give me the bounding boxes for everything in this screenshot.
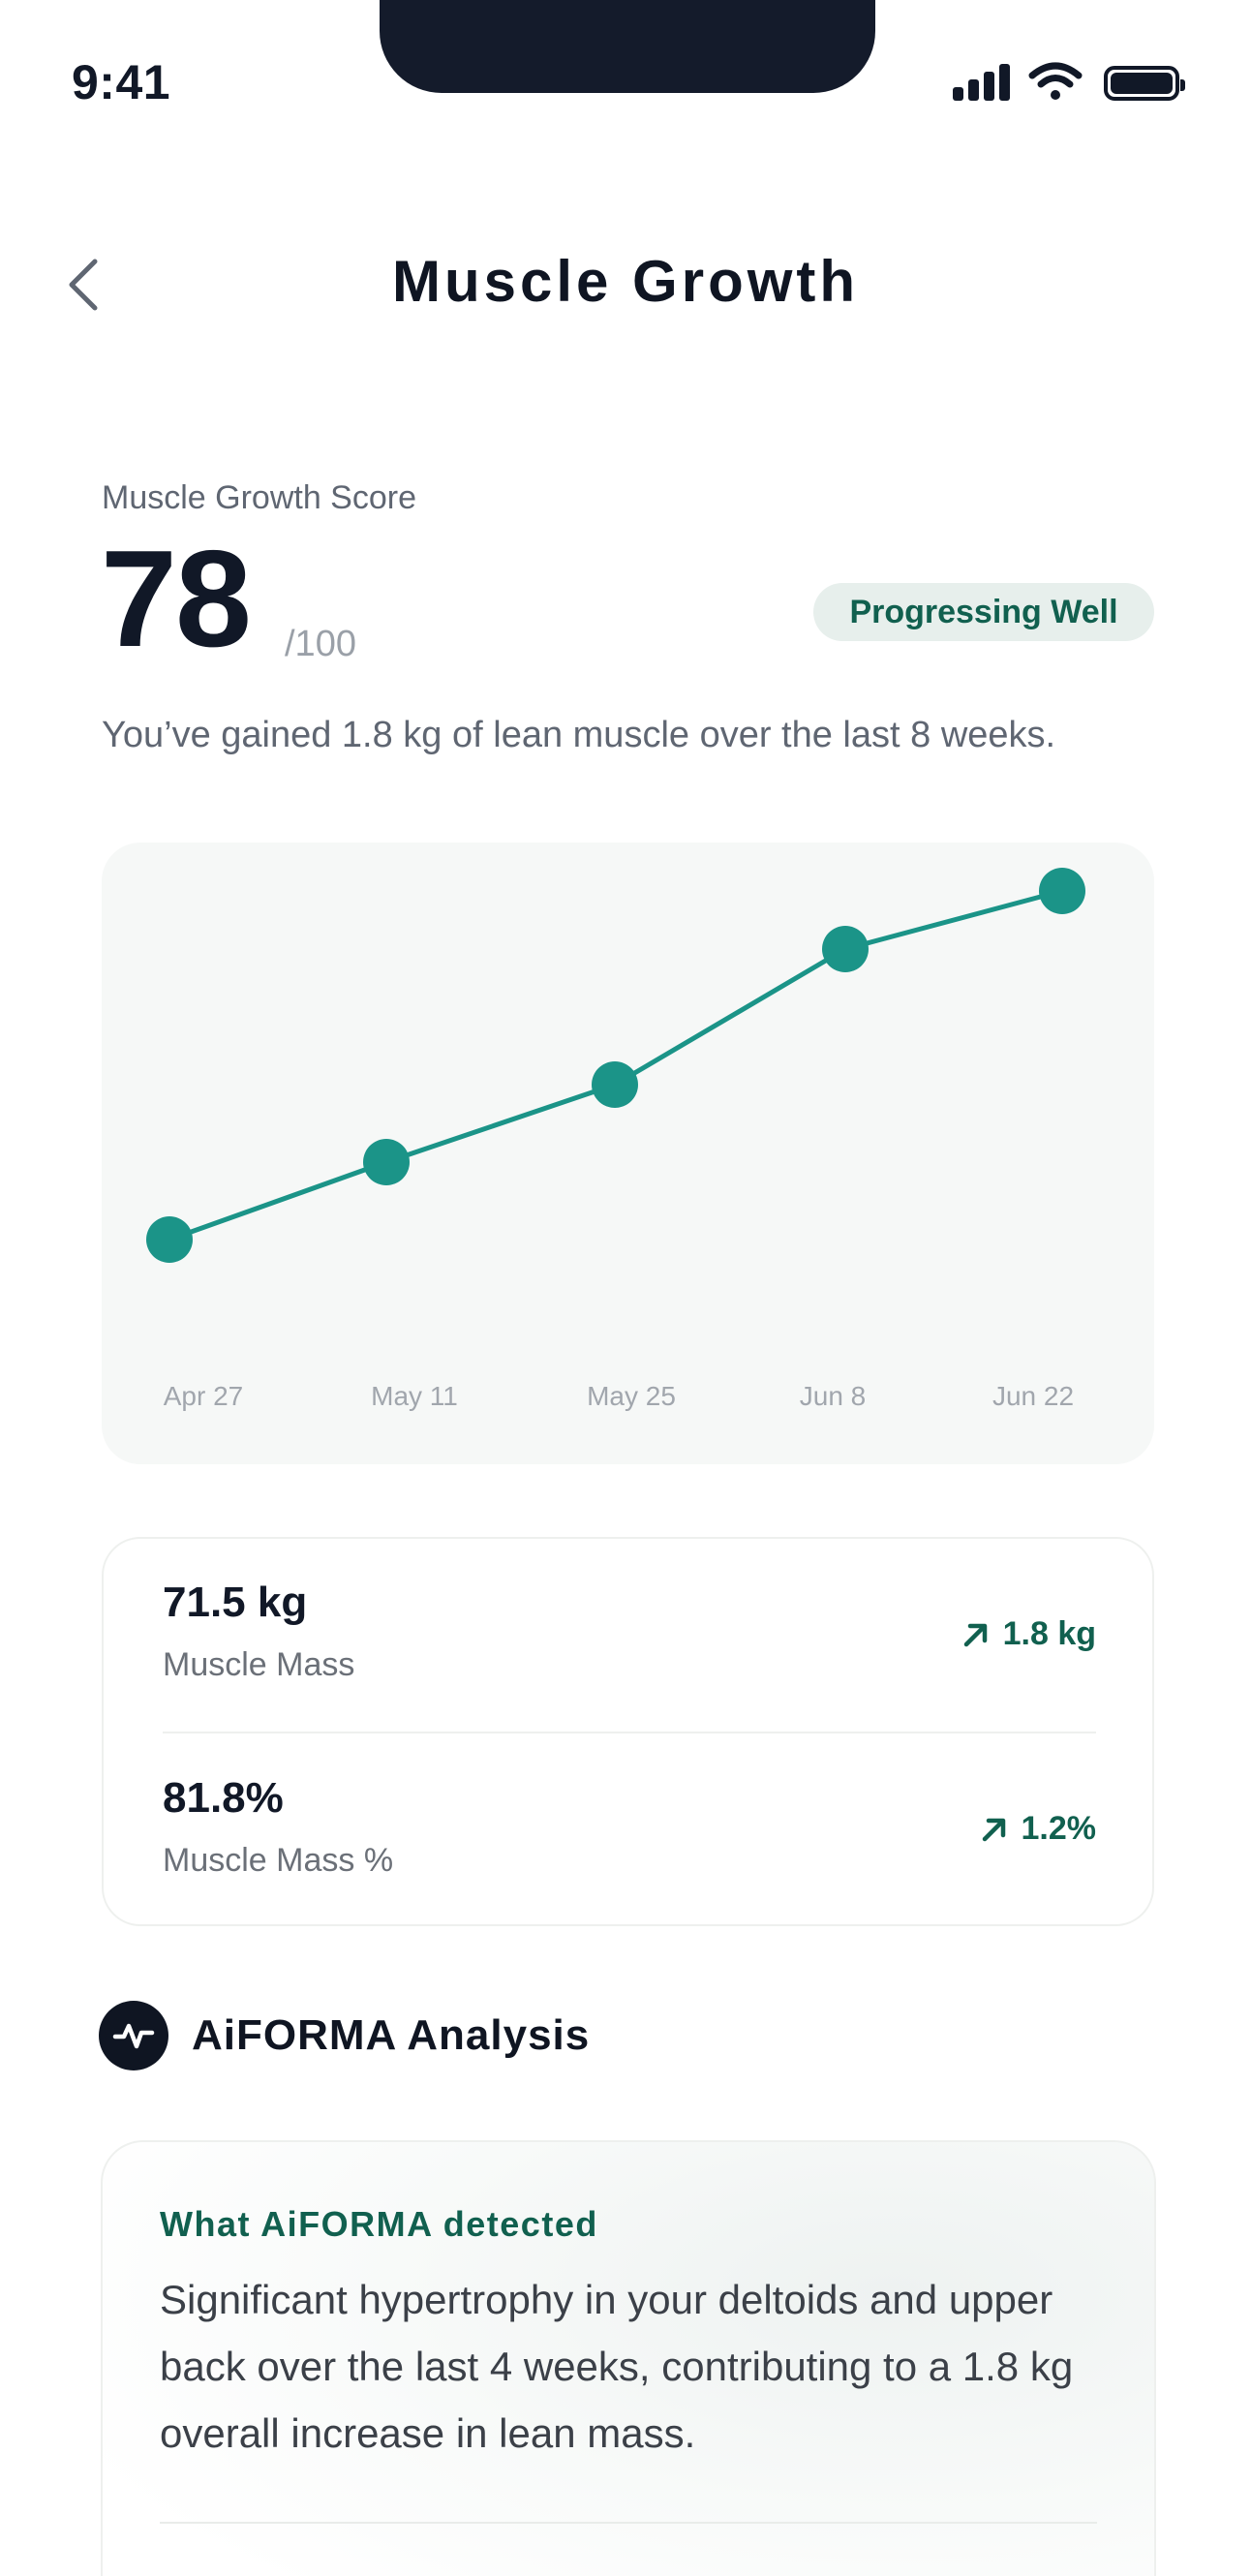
- score-description: You’ve gained 1.8 kg of lean muscle over…: [102, 715, 1056, 755]
- score-max: /100: [285, 624, 356, 664]
- detected-label: What AiFORMA detected: [160, 2204, 598, 2244]
- muscle-mass-value: 71.5 kg: [163, 1579, 308, 1626]
- page-title: Muscle Growth: [391, 249, 860, 314]
- x-tick-label: Jun 22: [992, 1381, 1075, 1411]
- analysis-header: AiFORMA Analysis: [99, 2001, 590, 2070]
- muscle-mass-percent-change: 1.2%: [979, 1810, 1097, 1848]
- cellular-signal-icon: [953, 62, 1013, 101]
- back-button[interactable]: [56, 250, 110, 320]
- status-icons: [953, 62, 1185, 105]
- data-point[interactable]: [146, 1216, 193, 1263]
- trend-up-arrow-icon: [982, 1818, 1005, 1841]
- analysis-card-divider: [160, 2522, 1097, 2524]
- muscle-growth-chart: [146, 868, 1085, 1263]
- pulse-icon: [99, 2001, 168, 2070]
- wifi-icon: [1028, 62, 1083, 100]
- chart-card: [102, 843, 1154, 1464]
- score-value: 78: [101, 522, 252, 676]
- x-tick-label: Jun 8: [799, 1381, 867, 1411]
- trend-up-arrow-icon: [963, 1623, 987, 1646]
- data-point[interactable]: [592, 1061, 638, 1108]
- score-label: Muscle Growth Score: [102, 479, 416, 516]
- data-point[interactable]: [363, 1139, 410, 1185]
- x-tick-label: May 25: [587, 1381, 676, 1411]
- camera-notch: [380, 0, 875, 93]
- x-tick-label: Apr 27: [163, 1381, 244, 1411]
- x-tick-label: May 11: [371, 1381, 458, 1411]
- analysis-title: AiFORMA Analysis: [192, 2011, 591, 2059]
- muscle-mass-change: 1.8 kg: [961, 1615, 1096, 1653]
- muscle-mass-percent-label: Muscle Mass %: [163, 1842, 394, 1879]
- muscle-mass-change-value: 1.8 kg: [1002, 1615, 1096, 1652]
- status-badge: Progressing Well: [813, 583, 1154, 641]
- muscle-mass-label: Muscle Mass: [163, 1646, 355, 1683]
- chevron-left-icon: [69, 259, 98, 311]
- data-point[interactable]: [822, 926, 869, 972]
- battery-icon: [1104, 66, 1185, 101]
- data-point[interactable]: [1039, 868, 1085, 914]
- detected-text: Significant hypertrophy in your deltoids…: [160, 2277, 1074, 2456]
- muscle-mass-percent-change-value: 1.2%: [1021, 1810, 1097, 1847]
- status-time: 9:41: [72, 55, 171, 109]
- analysis-card[interactable]: [101, 2140, 1156, 2576]
- metrics-divider: [163, 1732, 1096, 1733]
- muscle-mass-percent-value: 81.8%: [163, 1774, 284, 1822]
